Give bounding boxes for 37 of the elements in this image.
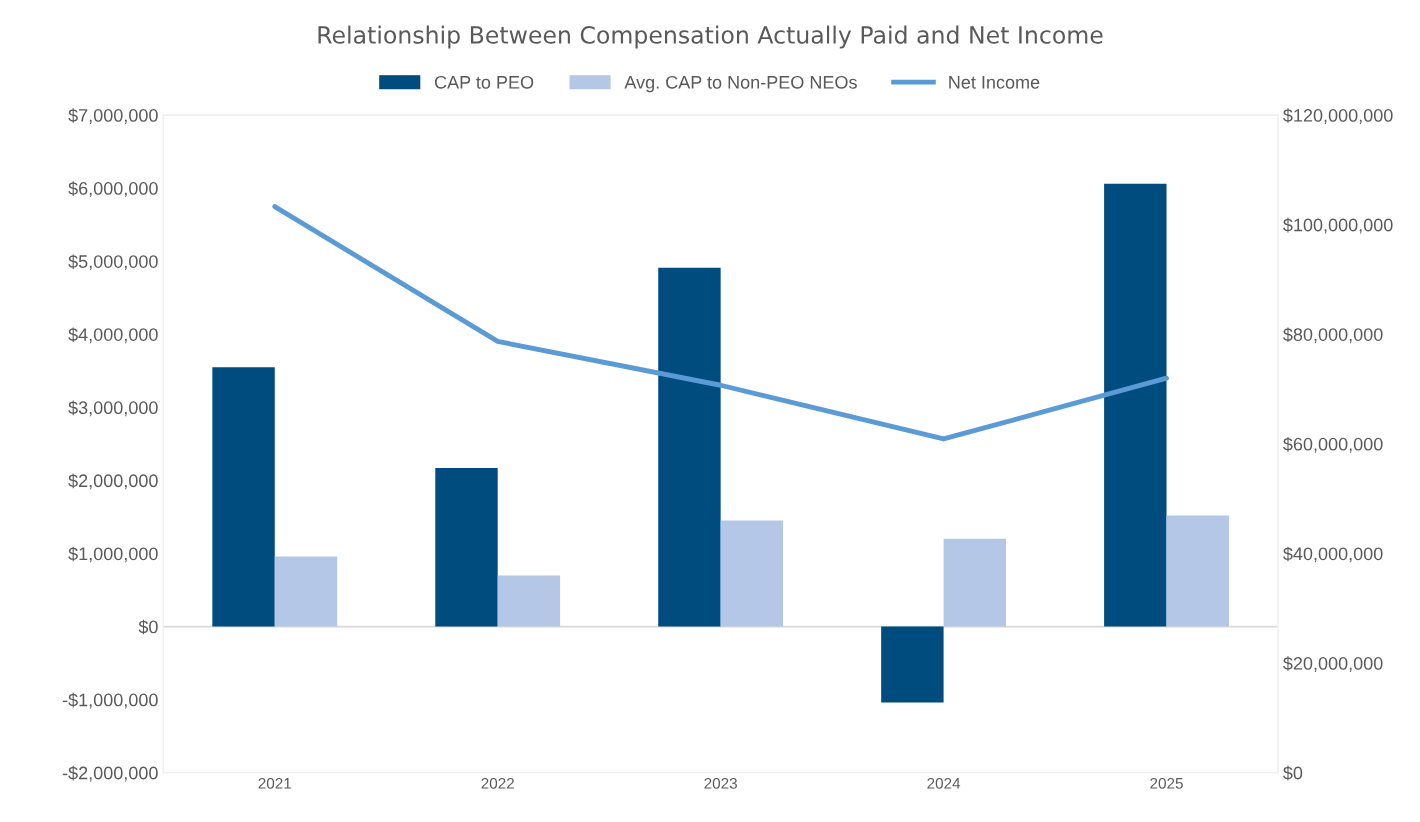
y-tick-label: $7,000,000 — [68, 108, 158, 124]
y2-tick-label: $60,000,000 — [1283, 437, 1383, 453]
x-tick-label: 2021 — [258, 777, 292, 789]
x-tick-label: 2024 — [927, 777, 961, 789]
y2-tick-label: $100,000,000 — [1283, 217, 1393, 234]
y-tick-label: $3,000,000 — [68, 400, 158, 417]
y2-tick-label: $80,000,000 — [1283, 327, 1383, 344]
line-series — [272, 204, 1169, 442]
legend-label: CAP to PEO — [434, 75, 534, 89]
bar — [1104, 183, 1167, 627]
legend-label: Net Income — [949, 76, 1040, 89]
y-tick-label: -$2,000,000 — [62, 765, 158, 782]
legend-label: Avg. CAP to Non-PEO NEOs — [624, 75, 857, 93]
x-tick-label: 2023 — [704, 777, 737, 789]
y-tick-label: $5,000,000 — [68, 254, 158, 271]
bar — [274, 556, 338, 627]
bar — [497, 575, 561, 627]
y2-tick-label: $120,000,000 — [1283, 108, 1393, 124]
bar — [881, 626, 944, 703]
y2-tick-label: $20,000,000 — [1283, 656, 1383, 672]
chart-title: Relationship Between Compensation Actually Paid and Net Income — [318, 25, 1103, 49]
y-tick-label: $4,000,000 — [68, 327, 158, 344]
bar — [720, 520, 784, 627]
bar — [658, 267, 721, 627]
x-tick-label: 2022 — [481, 777, 514, 789]
y-tick-label: $6,000,000 — [68, 181, 158, 197]
x-tick-label: 2025 — [1150, 777, 1183, 789]
y-tick-label: $0 — [138, 619, 158, 635]
bar — [212, 367, 275, 627]
y-tick-label: $2,000,000 — [68, 473, 158, 490]
bar — [435, 467, 498, 627]
y-tick-label: $1,000,000 — [68, 546, 158, 563]
y-tick-label: -$1,000,000 — [62, 692, 158, 709]
bar — [1166, 515, 1229, 627]
y2-tick-label: $0 — [1283, 765, 1303, 781]
y2-tick-label: $40,000,000 — [1283, 546, 1383, 563]
bar — [943, 538, 1007, 627]
